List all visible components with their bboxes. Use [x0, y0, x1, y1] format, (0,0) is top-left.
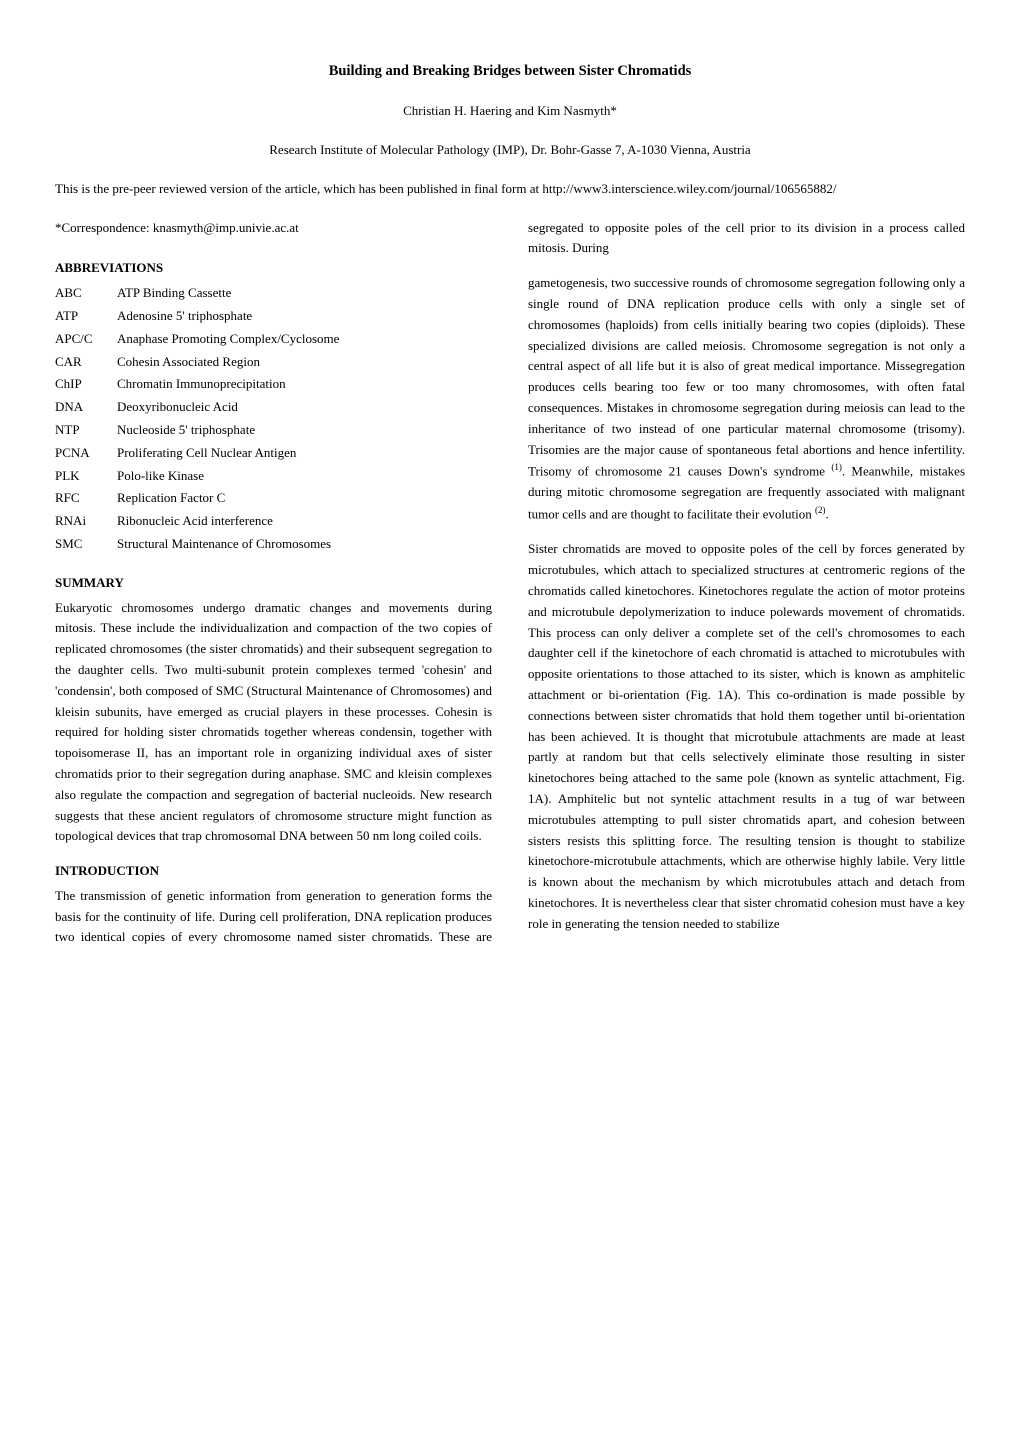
- abbr-val: Nucleoside 5' triphosphate: [117, 420, 492, 441]
- abbr-key: ABC: [55, 283, 117, 304]
- abbr-val: Cohesin Associated Region: [117, 352, 492, 373]
- abbr-row: RFCReplication Factor C: [55, 488, 492, 509]
- abbr-val: Polo-like Kinase: [117, 466, 492, 487]
- abbr-key: CAR: [55, 352, 117, 373]
- abbr-val: Adenosine 5' triphosphate: [117, 306, 492, 327]
- abbr-key: NTP: [55, 420, 117, 441]
- prepeer-note: This is the pre-peer reviewed version of…: [55, 179, 965, 200]
- abbr-key: SMC: [55, 534, 117, 555]
- abbr-row: ABCATP Binding Cassette: [55, 283, 492, 304]
- abbr-val: Structural Maintenance of Chromosomes: [117, 534, 492, 555]
- abbr-row: APC/CAnaphase Promoting Complex/Cyclosom…: [55, 329, 492, 350]
- abbr-key: ATP: [55, 306, 117, 327]
- summary-heading: SUMMARY: [55, 573, 492, 594]
- citation-sup: (2): [815, 505, 826, 515]
- paper-affiliation: Research Institute of Molecular Patholog…: [55, 140, 965, 161]
- abbr-key: RNAi: [55, 511, 117, 532]
- body-text: .: [826, 507, 829, 522]
- abbreviations-heading: ABBREVIATIONS: [55, 258, 492, 279]
- abbr-row: PCNAProliferating Cell Nuclear Antigen: [55, 443, 492, 464]
- abbr-key: APC/C: [55, 329, 117, 350]
- two-column-body: *Correspondence: knasmyth@imp.univie.ac.…: [55, 218, 965, 949]
- abbr-val: Chromatin Immunoprecipitation: [117, 374, 492, 395]
- body-paragraph-2: Sister chromatids are moved to opposite …: [528, 539, 965, 934]
- citation-sup: (1): [831, 462, 842, 472]
- correspondence-line: *Correspondence: knasmyth@imp.univie.ac.…: [55, 218, 492, 239]
- abbreviations-table: ABCATP Binding Cassette ATPAdenosine 5' …: [55, 283, 492, 555]
- abbr-key: RFC: [55, 488, 117, 509]
- abbr-val: Anaphase Promoting Complex/Cyclosome: [117, 329, 492, 350]
- abbr-val: ATP Binding Cassette: [117, 283, 492, 304]
- abbr-key: DNA: [55, 397, 117, 418]
- abbr-row: ATPAdenosine 5' triphosphate: [55, 306, 492, 327]
- abbr-row: CARCohesin Associated Region: [55, 352, 492, 373]
- paper-authors: Christian H. Haering and Kim Nasmyth*: [55, 101, 965, 122]
- abbr-row: ChIPChromatin Immunoprecipitation: [55, 374, 492, 395]
- paper-title: Building and Breaking Bridges between Si…: [55, 60, 965, 83]
- abbr-row: RNAiRibonucleic Acid interference: [55, 511, 492, 532]
- abbr-row: NTPNucleoside 5' triphosphate: [55, 420, 492, 441]
- body-paragraph-1: gametogenesis, two successive rounds of …: [528, 273, 965, 525]
- abbr-row: SMCStructural Maintenance of Chromosomes: [55, 534, 492, 555]
- abbr-row: PLKPolo-like Kinase: [55, 466, 492, 487]
- abbr-val: Ribonucleic Acid interference: [117, 511, 492, 532]
- abbr-val: Proliferating Cell Nuclear Antigen: [117, 443, 492, 464]
- abbr-key: ChIP: [55, 374, 117, 395]
- abbr-row: DNADeoxyribonucleic Acid: [55, 397, 492, 418]
- abbr-key: PLK: [55, 466, 117, 487]
- abbr-val: Deoxyribonucleic Acid: [117, 397, 492, 418]
- body-text: gametogenesis, two successive rounds of …: [528, 275, 965, 479]
- abbr-key: PCNA: [55, 443, 117, 464]
- summary-paragraph: Eukaryotic chromosomes undergo dramatic …: [55, 598, 492, 848]
- introduction-heading: INTRODUCTION: [55, 861, 492, 882]
- abbr-val: Replication Factor C: [117, 488, 492, 509]
